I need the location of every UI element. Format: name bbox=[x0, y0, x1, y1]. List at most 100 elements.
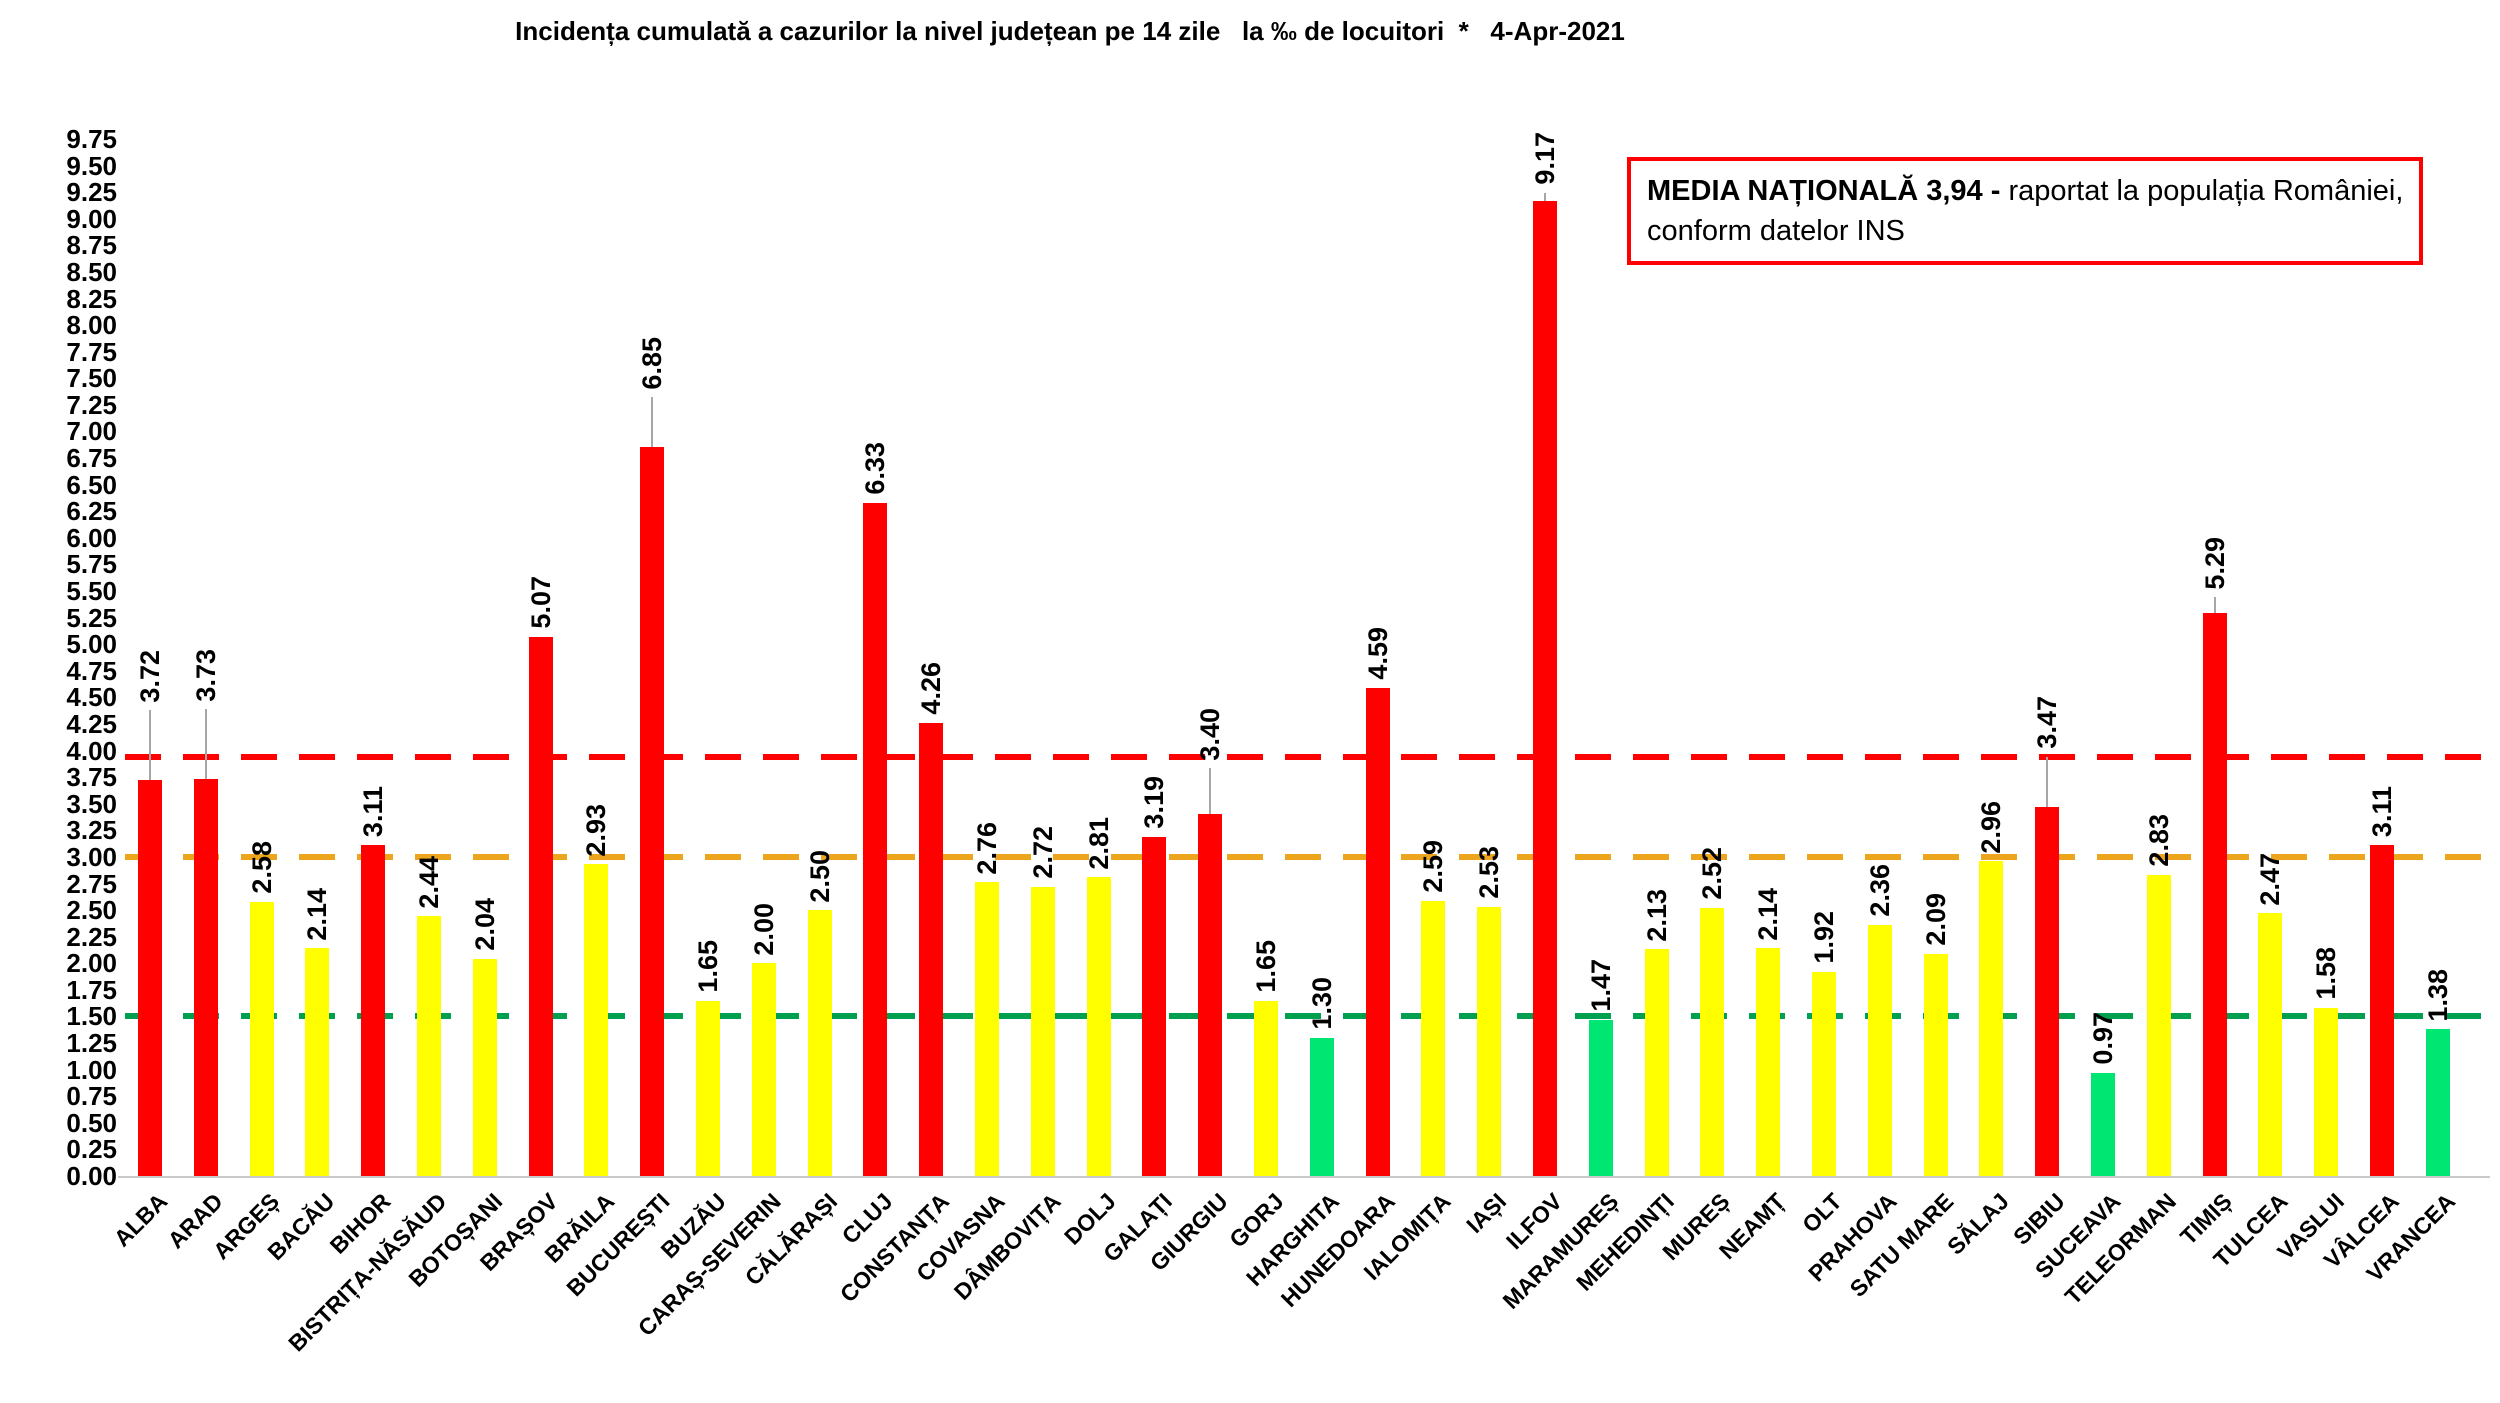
y-axis-tick-label: 5.75 bbox=[66, 549, 117, 580]
bar-value-label: 3.73 bbox=[190, 648, 221, 702]
bar-value-label: 2.00 bbox=[748, 902, 779, 956]
y-axis-tick-label: 9.75 bbox=[66, 124, 117, 154]
bar-value-label: 2.52 bbox=[1697, 847, 1728, 900]
y-axis-tick-label: 3.75 bbox=[66, 762, 117, 793]
y-axis-tick-label: 5.00 bbox=[66, 629, 117, 660]
y-axis-tick-label: 5.50 bbox=[66, 576, 117, 607]
bar-value-label: 0.97 bbox=[2088, 1012, 2118, 1065]
leader-line bbox=[204, 709, 207, 780]
bar-value-label: 3.19 bbox=[1139, 776, 1170, 829]
bar-value-label: 2.04 bbox=[469, 898, 500, 952]
bar-value-label: 6.85 bbox=[637, 336, 668, 390]
national-average-note-line2: conform datelor INS bbox=[1647, 215, 1905, 247]
bar-gorj bbox=[1254, 1000, 1278, 1176]
bar-harghita bbox=[1309, 1037, 1334, 1176]
bar-value-label: 1.65 bbox=[693, 939, 723, 993]
county-label-alba: ALBA bbox=[108, 1188, 173, 1252]
bar-covasna bbox=[975, 882, 999, 1176]
bar-cluj bbox=[863, 502, 888, 1176]
bar-value-label: 3.47 bbox=[2032, 696, 2063, 749]
y-axis-tick-label: 6.25 bbox=[66, 496, 117, 527]
bar-value-label: 4.26 bbox=[916, 662, 947, 715]
plot-area: 3.72 3.73 2.58 2.14 3.11 2.44 2.04 5.07 2.93 6.85… bbox=[125, 132, 2487, 1176]
reference-line-media-nationala bbox=[125, 753, 2487, 760]
bar-value-label: 5.07 bbox=[525, 576, 556, 629]
bar-value-label: 1.30 bbox=[1306, 977, 1337, 1030]
national-average-text: raportat la populația României, bbox=[2000, 175, 2404, 207]
bar-ialomi-a bbox=[1421, 900, 1446, 1176]
bar-br-ila bbox=[584, 864, 609, 1176]
bar-boto-ani bbox=[472, 959, 497, 1176]
y-axis-tick-label: 2.25 bbox=[66, 921, 117, 952]
y-axis-tick-label: 0.75 bbox=[66, 1081, 117, 1112]
y-axis-tick-label: 6.75 bbox=[66, 443, 117, 474]
leader-line bbox=[2213, 597, 2216, 614]
y-axis-tick-label: 9.25 bbox=[66, 177, 117, 208]
y-axis-tick-label: 8.00 bbox=[66, 310, 117, 341]
bar-value-label: 2.93 bbox=[581, 803, 612, 857]
bar-bra-ov bbox=[528, 636, 553, 1176]
bar-value-label: 5.29 bbox=[2199, 536, 2230, 590]
bar-value-label: 3.11 bbox=[2367, 786, 2397, 838]
national-average-note: MEDIA NAȚIONALĂ 3,94 - raportat la popul… bbox=[1627, 157, 2424, 265]
y-axis-tick-label: 3.00 bbox=[66, 841, 117, 872]
bar-value-label: 6.33 bbox=[860, 442, 891, 495]
bar-olt bbox=[1812, 971, 1836, 1176]
bar-dolj bbox=[1086, 877, 1111, 1176]
bar-ilfov bbox=[1533, 200, 1557, 1176]
bar-buz-u bbox=[696, 1000, 720, 1176]
bar-value-label: 2.53 bbox=[1474, 846, 1505, 899]
bar-arad bbox=[193, 779, 218, 1176]
bar-ia-i bbox=[1477, 906, 1502, 1176]
bar-value-label: 2.14 bbox=[302, 887, 333, 941]
reference-line-prag-3 bbox=[125, 853, 2487, 860]
leader-line bbox=[651, 397, 654, 448]
bar-value-label: 3.72 bbox=[135, 649, 165, 703]
y-axis-tick-label: 7.75 bbox=[66, 336, 117, 367]
bar-timi- bbox=[2202, 613, 2227, 1176]
y-axis-tick-label: 4.25 bbox=[66, 708, 117, 739]
y-axis-tick-label: 2.00 bbox=[66, 948, 117, 979]
bar-value-label: 9.17 bbox=[1530, 132, 1560, 185]
y-axis-tick-label: 1.75 bbox=[66, 974, 117, 1005]
y-axis-tick-label: 1.25 bbox=[66, 1028, 117, 1059]
y-axis-tick-label: 5.25 bbox=[66, 602, 117, 633]
national-average-value: MEDIA NAȚIONALĂ 3,94 - bbox=[1647, 175, 2001, 207]
reference-line-prag-1-5 bbox=[125, 1013, 2487, 1020]
bar-satu-mare bbox=[1923, 953, 1948, 1176]
bar-value-label: 2.58 bbox=[246, 841, 277, 894]
y-axis-tick-label: 0.50 bbox=[66, 1107, 117, 1138]
bar-hunedoara bbox=[1365, 687, 1390, 1176]
county-label-s-laj: SĂLAJ bbox=[1942, 1188, 2014, 1260]
bar-mehedin-i bbox=[1644, 949, 1669, 1176]
y-axis-tick-label: 3.25 bbox=[66, 815, 117, 846]
bar-vrancea bbox=[2425, 1029, 2450, 1176]
bar-value-label: 2.14 bbox=[1753, 887, 1784, 941]
y-axis-tick-label: 2.50 bbox=[66, 895, 117, 926]
bar-bihor bbox=[361, 845, 386, 1176]
bar-gala-i bbox=[1142, 836, 1167, 1176]
bar-value-label: 3.11 bbox=[358, 786, 389, 838]
bar-mure- bbox=[1700, 907, 1725, 1176]
bar-value-label: 2.72 bbox=[1027, 826, 1058, 879]
bar-maramure- bbox=[1588, 1019, 1613, 1176]
y-axis-tick-label: 4.00 bbox=[66, 735, 117, 766]
bar-value-label: 1.65 bbox=[1251, 939, 1281, 993]
bar-value-label: 2.44 bbox=[414, 855, 444, 909]
y-axis-tick-label: 4.75 bbox=[66, 655, 117, 686]
y-axis-tick-label: 6.50 bbox=[66, 469, 117, 500]
y-axis-tick-label: 7.50 bbox=[66, 363, 117, 394]
y-axis-tick-label: 8.75 bbox=[66, 230, 117, 261]
bar-value-label: 2.09 bbox=[1920, 893, 1951, 946]
bar-bac-u bbox=[305, 948, 330, 1176]
bar-value-label: 1.47 bbox=[1585, 959, 1616, 1012]
bar-value-label: 2.96 bbox=[1976, 800, 2007, 854]
y-axis-tick-label: 4.50 bbox=[66, 682, 117, 713]
bar-value-label: 2.76 bbox=[972, 821, 1002, 875]
leader-line bbox=[1544, 192, 1546, 201]
bar-bistri-a-n-s-ud bbox=[417, 916, 441, 1176]
bar-value-label: 2.50 bbox=[804, 849, 835, 903]
bar-value-label: 4.59 bbox=[1362, 627, 1393, 680]
bar-cara-severin bbox=[751, 963, 776, 1176]
bar-value-label: 3.40 bbox=[1195, 707, 1226, 761]
